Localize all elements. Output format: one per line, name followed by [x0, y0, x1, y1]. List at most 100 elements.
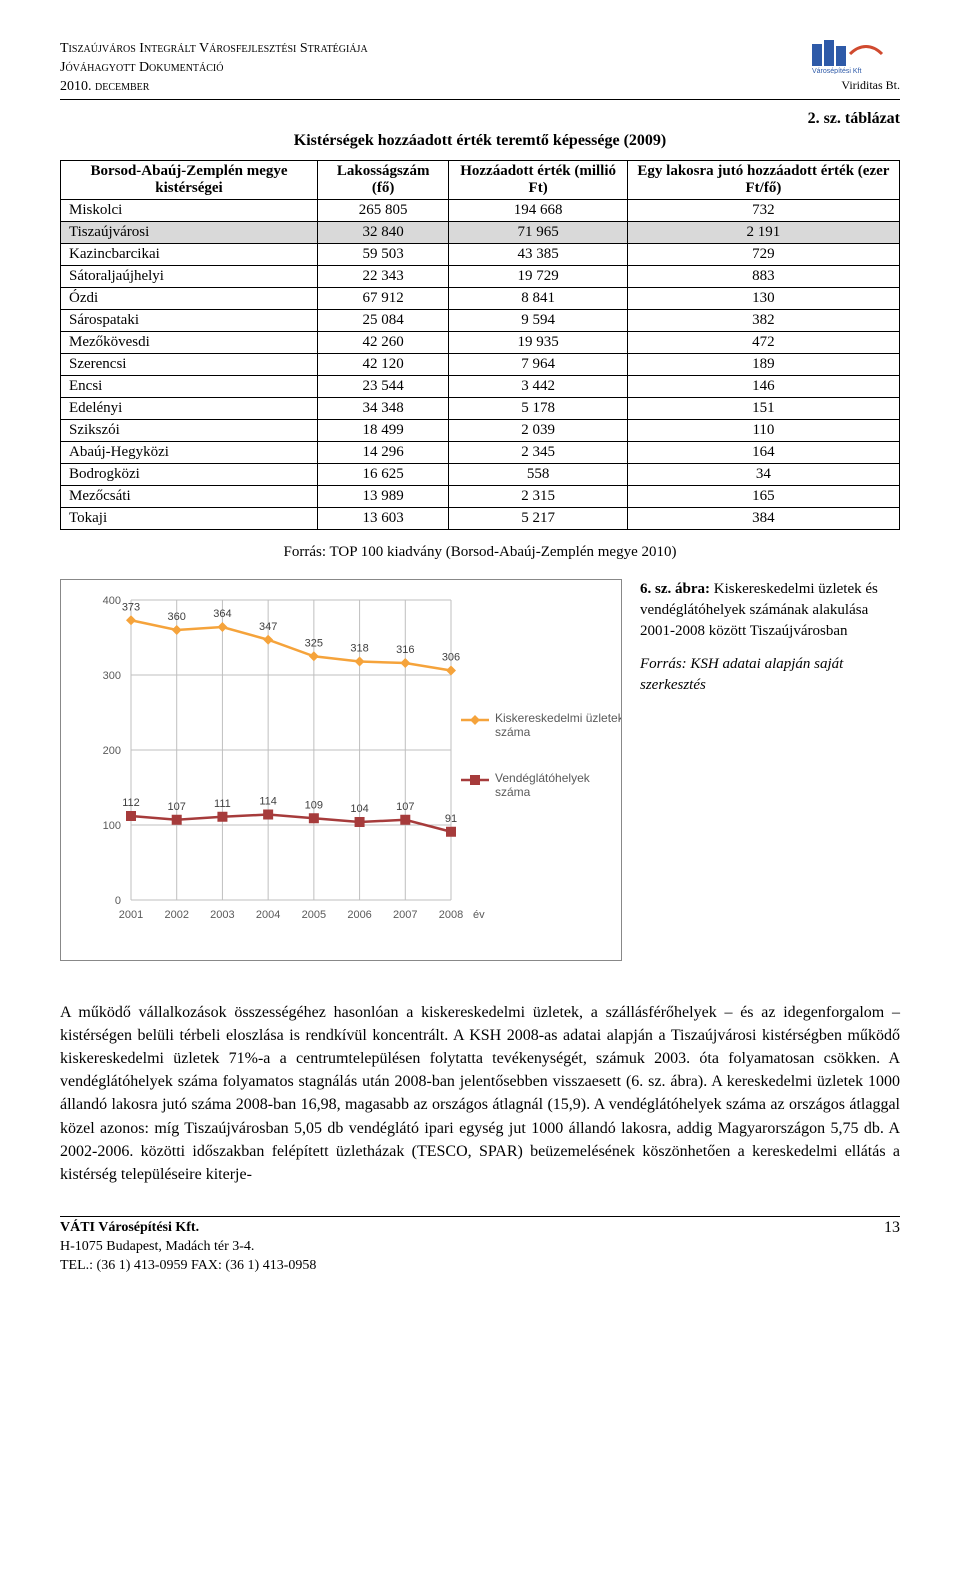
- header-line-3: 2010. december: [60, 78, 368, 97]
- table-row: Encsi23 5443 442146: [61, 375, 900, 397]
- table-cell: 2 039: [449, 419, 627, 441]
- table-cell: 883: [627, 265, 899, 287]
- header-line-2: Jóváhagyott Dokumentáció: [60, 59, 368, 78]
- svg-text:Vendéglátóhelyek: Vendéglátóhelyek: [495, 771, 591, 785]
- footer-org: VÁTI Városépítési Kft.: [60, 1219, 316, 1238]
- svg-text:2003: 2003: [210, 909, 234, 921]
- body-paragraph: A működő vállalkozások összességéhez has…: [60, 1001, 900, 1187]
- table-cell: Mezőkövesdi: [61, 331, 318, 353]
- table-row: Sátoraljaújhelyi22 34319 729883: [61, 265, 900, 287]
- table-row: Tokaji13 6035 217384: [61, 507, 900, 529]
- svg-text:104: 104: [350, 803, 368, 815]
- table-row: Abaúj-Hegyközi14 2962 345164: [61, 441, 900, 463]
- table-cell: 165: [627, 485, 899, 507]
- table-cell: 67 912: [317, 287, 448, 309]
- svg-text:2005: 2005: [302, 909, 326, 921]
- svg-text:325: 325: [305, 637, 323, 649]
- table-cell: 34 348: [317, 397, 448, 419]
- table-cell: 13 989: [317, 485, 448, 507]
- table-col-header: Lakosságszám (fő): [317, 160, 448, 199]
- table-row: Sárospataki25 0849 594382: [61, 309, 900, 331]
- table-cell: 19 935: [449, 331, 627, 353]
- table-cell: Ózdi: [61, 287, 318, 309]
- table-cell: 384: [627, 507, 899, 529]
- svg-text:Városépítési Kft: Városépítési Kft: [812, 68, 861, 74]
- table-cell: 13 603: [317, 507, 448, 529]
- table-cell: 189: [627, 353, 899, 375]
- table-cell: 5 217: [449, 507, 627, 529]
- table-cell: 472: [627, 331, 899, 353]
- kisterseg-table: Borsod-Abaúj-Zemplén megye kistérségei L…: [60, 160, 900, 530]
- header-left-block: Tiszaújváros Integrált Városfejlesztési …: [60, 40, 368, 97]
- table-col-header: Borsod-Abaúj-Zemplén megye kistérségei: [61, 160, 318, 199]
- table-cell: Tokaji: [61, 507, 318, 529]
- footer-tel: TEL.: (36 1) 413-0959 FAX: (36 1) 413-09…: [60, 1257, 316, 1276]
- table-row: Szikszói18 4992 039110: [61, 419, 900, 441]
- page-footer: VÁTI Városépítési Kft. H-1075 Budapest, …: [60, 1216, 900, 1276]
- table-cell: 22 343: [317, 265, 448, 287]
- table-title: Kistérségek hozzáadott érték teremtő kép…: [60, 132, 900, 150]
- footer-address: H-1075 Budapest, Madách tér 3-4.: [60, 1238, 316, 1257]
- table-cell: 32 840: [317, 221, 448, 243]
- svg-text:373: 373: [122, 601, 140, 613]
- table-header-row: Borsod-Abaúj-Zemplén megye kistérségei L…: [61, 160, 900, 199]
- figure-number: 6. sz. ábra:: [640, 581, 710, 597]
- table-cell: 382: [627, 309, 899, 331]
- table-cell: Edelényi: [61, 397, 318, 419]
- svg-text:év: év: [473, 909, 485, 921]
- table-cell: 2 315: [449, 485, 627, 507]
- table-cell: 3 442: [449, 375, 627, 397]
- table-cell: 23 544: [317, 375, 448, 397]
- header-right-block: Városépítési Kft Viriditas Bt.: [810, 40, 900, 93]
- table-cell: 9 594: [449, 309, 627, 331]
- table-cell: 42 260: [317, 331, 448, 353]
- svg-text:100: 100: [103, 820, 121, 832]
- svg-text:2004: 2004: [256, 909, 280, 921]
- header-company-name: Viriditas Bt.: [810, 78, 900, 93]
- company-logo-icon: Városépítési Kft: [810, 40, 900, 78]
- svg-text:300: 300: [103, 670, 121, 682]
- figure-caption-block: 6. sz. ábra: Kiskereskedelmi üzletek és …: [640, 579, 900, 696]
- page-number: 13: [884, 1219, 900, 1276]
- figure-caption: 6. sz. ábra: Kiskereskedelmi üzletek és …: [640, 579, 900, 642]
- table-cell: Mezőcsáti: [61, 485, 318, 507]
- table-source: Forrás: TOP 100 kiadvány (Borsod-Abaúj-Z…: [60, 544, 900, 561]
- footer-org-name: VÁTI Városépítési Kft.: [60, 1220, 199, 1235]
- table-cell: 25 084: [317, 309, 448, 331]
- table-cell: Tiszaújvárosi: [61, 221, 318, 243]
- table-cell: 194 668: [449, 199, 627, 221]
- svg-text:2001: 2001: [119, 909, 143, 921]
- table-col-header: Egy lakosra jutó hozzáadott érték (ezer …: [627, 160, 899, 199]
- table-cell: Miskolci: [61, 199, 318, 221]
- svg-text:111: 111: [214, 797, 231, 809]
- svg-text:400: 400: [103, 595, 121, 607]
- table-cell: Abaúj-Hegyközi: [61, 441, 318, 463]
- svg-text:306: 306: [442, 651, 460, 663]
- svg-text:109: 109: [305, 799, 323, 811]
- page-header: Tiszaújváros Integrált Városfejlesztési …: [60, 40, 900, 100]
- table-cell: 151: [627, 397, 899, 419]
- table-cell: Sátoraljaújhelyi: [61, 265, 318, 287]
- table-cell: 558: [449, 463, 627, 485]
- table-row: Mezőkövesdi42 26019 935472: [61, 331, 900, 353]
- table-row: Miskolci265 805194 668732: [61, 199, 900, 221]
- table-cell: Encsi: [61, 375, 318, 397]
- table-cell: 2 191: [627, 221, 899, 243]
- svg-text:2007: 2007: [393, 909, 417, 921]
- svg-text:2008: 2008: [439, 909, 463, 921]
- table-cell: 19 729: [449, 265, 627, 287]
- table-row: Mezőcsáti13 9892 315165: [61, 485, 900, 507]
- table-cell: 146: [627, 375, 899, 397]
- svg-text:száma: száma: [495, 725, 531, 739]
- table-cell: 18 499: [317, 419, 448, 441]
- svg-text:316: 316: [396, 644, 414, 656]
- svg-text:364: 364: [213, 608, 231, 620]
- svg-text:360: 360: [168, 611, 186, 623]
- svg-text:2006: 2006: [347, 909, 371, 921]
- table-cell: 729: [627, 243, 899, 265]
- svg-text:107: 107: [396, 800, 414, 812]
- table-cell: 43 385: [449, 243, 627, 265]
- table-row: Szerencsi42 1207 964189: [61, 353, 900, 375]
- table-row: Bodrogközi16 62555834: [61, 463, 900, 485]
- table-cell: 42 120: [317, 353, 448, 375]
